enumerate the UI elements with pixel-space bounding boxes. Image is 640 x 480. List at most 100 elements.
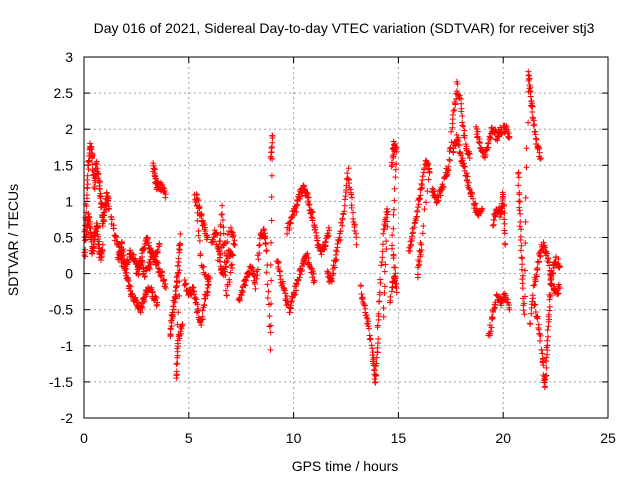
data-point — [82, 246, 89, 253]
data-point — [297, 193, 304, 200]
data-point — [522, 194, 529, 201]
data-point — [211, 233, 218, 240]
data-point — [555, 290, 562, 297]
data-point — [210, 238, 217, 245]
data-point — [452, 101, 459, 108]
data-point — [310, 270, 317, 277]
data-point — [516, 198, 523, 205]
data-point — [255, 256, 262, 263]
data-point — [341, 196, 348, 203]
data-point — [516, 204, 523, 211]
data-point — [236, 297, 243, 304]
data-point — [408, 241, 415, 248]
data-point — [149, 289, 156, 296]
data-point — [411, 220, 418, 227]
data-point — [189, 285, 196, 292]
data-point — [529, 103, 536, 110]
data-point — [218, 211, 225, 218]
data-point — [540, 362, 547, 369]
data-point — [191, 288, 198, 295]
data-point — [90, 243, 97, 250]
data-point — [241, 281, 248, 288]
data-point — [228, 228, 235, 235]
data-point — [534, 315, 541, 322]
data-point — [443, 172, 450, 179]
data-point — [217, 221, 224, 228]
data-point — [389, 152, 396, 159]
x-tick-label: 5 — [185, 430, 193, 446]
data-point — [518, 266, 525, 273]
data-point — [485, 140, 492, 147]
data-point — [381, 221, 388, 228]
data-point — [521, 293, 528, 300]
data-point — [296, 274, 303, 281]
data-point — [498, 211, 505, 218]
data-point — [389, 278, 396, 285]
data-point — [146, 264, 153, 271]
data-point — [82, 253, 89, 260]
data-point — [371, 376, 378, 383]
data-point — [287, 302, 294, 309]
data-point — [490, 308, 497, 315]
data-point — [530, 122, 537, 129]
data-point — [421, 206, 428, 213]
data-point — [529, 114, 536, 121]
data-point — [202, 228, 209, 235]
data-point — [170, 303, 177, 310]
data-point — [527, 320, 534, 327]
data-point — [141, 297, 148, 304]
y-tick-label: 1.5 — [54, 157, 74, 173]
data-point — [392, 174, 399, 181]
data-point — [89, 155, 96, 162]
data-point — [288, 215, 295, 222]
data-point — [417, 192, 424, 199]
data-point — [519, 255, 526, 262]
data-point — [426, 169, 433, 176]
data-point — [147, 256, 154, 263]
data-point — [388, 288, 395, 295]
data-point — [384, 218, 391, 225]
data-point — [228, 262, 235, 269]
data-point — [373, 360, 380, 367]
data-point — [308, 214, 315, 221]
data-point — [158, 272, 165, 279]
data-point — [279, 280, 286, 287]
data-point — [227, 224, 234, 231]
data-point — [411, 224, 418, 231]
data-point — [96, 238, 103, 245]
data-point — [450, 107, 457, 114]
data-point — [330, 270, 337, 277]
data-point — [348, 191, 355, 198]
data-point — [542, 372, 549, 379]
y-tick-label: 2 — [65, 121, 73, 137]
data-point — [231, 241, 238, 248]
data-point — [306, 202, 313, 209]
data-point — [89, 161, 96, 168]
data-point — [219, 211, 226, 218]
data-point — [533, 271, 540, 278]
data-point — [545, 255, 552, 262]
data-point — [230, 232, 237, 239]
data-point — [253, 275, 260, 282]
data-point — [345, 176, 352, 183]
data-point — [387, 299, 394, 306]
x-tick-label: 10 — [286, 430, 302, 446]
data-point — [380, 304, 387, 311]
data-point — [99, 241, 106, 248]
data-point — [555, 281, 562, 288]
data-point — [168, 317, 175, 324]
data-point — [194, 301, 201, 308]
data-point — [305, 198, 312, 205]
data-point — [194, 195, 201, 202]
data-point — [549, 281, 556, 288]
data-point — [369, 345, 376, 352]
data-point — [328, 275, 335, 282]
data-point — [556, 285, 563, 292]
data-point — [527, 88, 534, 95]
data-point — [137, 309, 144, 316]
data-point — [342, 193, 349, 200]
data-point — [414, 209, 421, 216]
data-point — [530, 117, 537, 124]
data-point — [501, 203, 508, 210]
data-point — [304, 250, 311, 257]
